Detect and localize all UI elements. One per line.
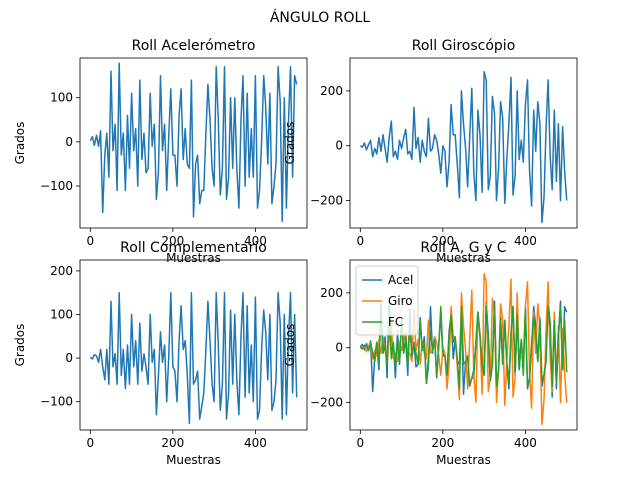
x-tick-label: 400 xyxy=(244,436,267,450)
chart-2: 0 200 400 −200 0 200 Muestras Grados Roll Girosc… xyxy=(283,38,578,265)
axes-frame xyxy=(79,57,308,229)
y-tick-label: 200 xyxy=(320,286,343,300)
series-line-1 xyxy=(89,62,298,223)
y-tick-label: 0 xyxy=(335,139,343,153)
chart-3: 0 200 400 −100 0 100 200 Muestras Grados Roll Com… xyxy=(13,240,308,467)
series-line-1 xyxy=(359,70,568,224)
y-axis-label: Grados xyxy=(13,122,27,165)
x-tick-label: 200 xyxy=(431,436,454,450)
y-axis-label: Grados xyxy=(283,122,297,165)
series-line-1 xyxy=(89,291,298,425)
x-tick-label: 0 xyxy=(356,234,364,248)
x-axis-label: Muestras xyxy=(166,453,221,467)
y-tick-label: −200 xyxy=(310,194,343,208)
x-tick-label: 0 xyxy=(356,436,364,450)
y-tick-label: 200 xyxy=(50,264,73,278)
x-tick-label: 200 xyxy=(161,234,184,248)
x-tick-label: 200 xyxy=(161,436,184,450)
x-tick-label: 400 xyxy=(514,436,537,450)
axes-frame xyxy=(349,57,578,229)
chart-title: Roll Giroscópio xyxy=(412,38,516,54)
axes-frame xyxy=(349,259,578,431)
x-tick-label: 200 xyxy=(431,234,454,248)
chart-title: Roll A, G y C xyxy=(420,240,506,256)
figure-suptitle: ÁNGULO ROLL xyxy=(270,9,370,26)
x-tick-label: 400 xyxy=(244,234,267,248)
y-axis-label: Grados xyxy=(13,324,27,367)
chart-4: 0 200 400 −200 0 200 Muestras Grados Roll A, G y… xyxy=(283,240,578,467)
y-tick-label: 100 xyxy=(50,307,73,321)
y-tick-label: −100 xyxy=(40,395,73,409)
legend-box xyxy=(355,265,419,336)
y-tick-label: 0 xyxy=(65,351,73,365)
x-axis-label: Muestras xyxy=(436,453,491,467)
x-axis-label: Muestras xyxy=(436,251,491,265)
x-tick-label: 0 xyxy=(86,234,94,248)
legend-label-giro: Giro xyxy=(388,294,413,308)
y-tick-label: 100 xyxy=(50,91,73,105)
y-axis-label: Grados xyxy=(283,324,297,367)
subplots-grid: 0 200 400 −100 0 100 Muestras Grados Roll Aceler… xyxy=(13,38,578,467)
chart-1: 0 200 400 −100 0 100 Muestras Grados Roll Aceler… xyxy=(13,38,308,265)
x-tick-label: 0 xyxy=(86,436,94,450)
chart-title: Roll Acelerómetro xyxy=(132,38,256,54)
y-tick-label: 0 xyxy=(65,135,73,149)
y-tick-label: 0 xyxy=(335,341,343,355)
legend-label-fc: FC xyxy=(388,315,403,329)
x-axis-label: Muestras xyxy=(166,251,221,265)
axes-frame xyxy=(79,259,308,431)
x-tick-label: 400 xyxy=(514,234,537,248)
chart-title: Roll Complementario xyxy=(120,240,267,256)
series-line-fc xyxy=(359,305,568,390)
y-tick-label: 200 xyxy=(320,84,343,98)
y-tick-label: −200 xyxy=(310,396,343,410)
y-tick-label: −100 xyxy=(40,179,73,193)
legend-label-acel: Acel xyxy=(388,273,413,287)
